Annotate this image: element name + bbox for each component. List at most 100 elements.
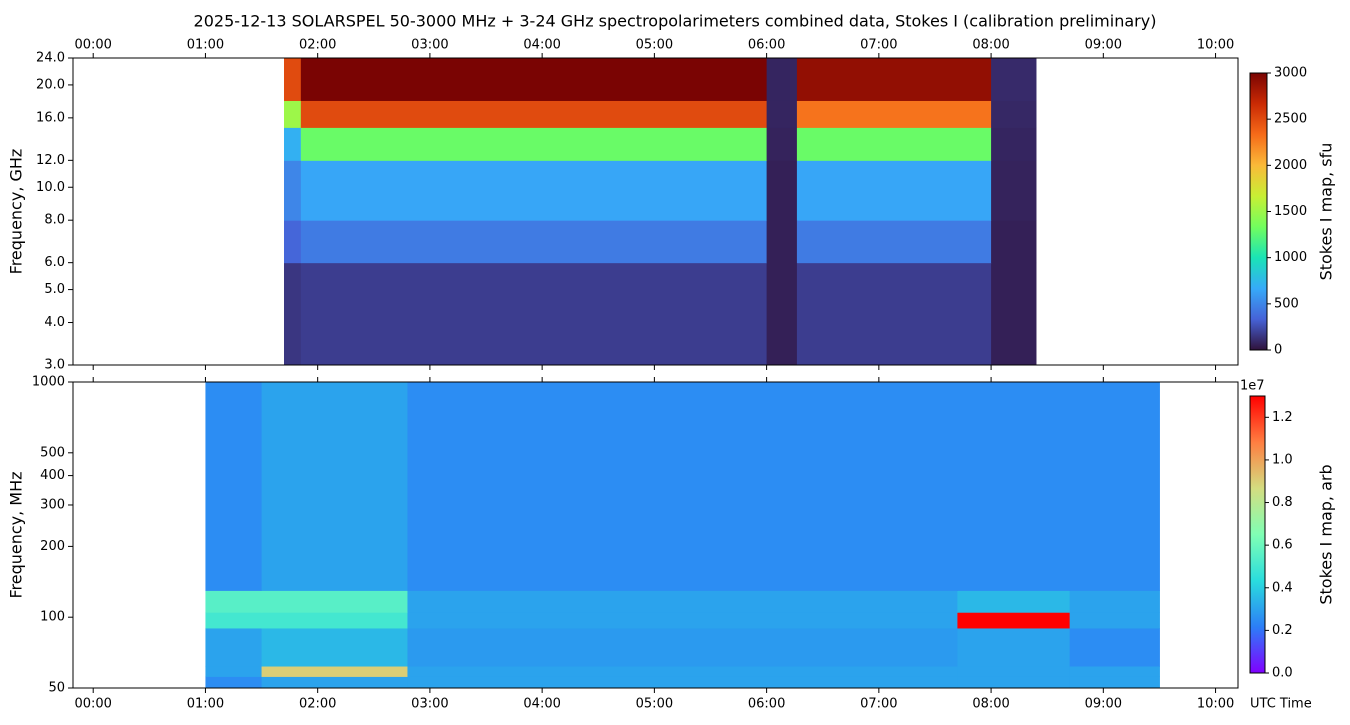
- heatmap-cell: [261, 382, 408, 591]
- colorbar-tick-label: 2000: [1274, 158, 1307, 173]
- heatmap-cell: [205, 382, 263, 591]
- heatmap-cell: [300, 100, 768, 128]
- colorbar-tick-label: 0.6: [1272, 538, 1293, 553]
- heatmap-cell: [991, 58, 1037, 101]
- heatmap-cell: [1069, 590, 1160, 613]
- y-tick-label: 5.0: [44, 282, 65, 297]
- x-tick-label: 05:00: [636, 38, 673, 53]
- y-tick-label: 6.0: [44, 255, 65, 270]
- heatmap-cell: [991, 160, 1037, 221]
- colorbar: [1249, 72, 1268, 351]
- heatmap-cell: [261, 627, 408, 667]
- heatmap-cell: [796, 160, 992, 221]
- colorbar-tick-label: 1000: [1274, 250, 1307, 265]
- heatmap-cell: [284, 262, 302, 366]
- colorbar-tick-label: 1.0: [1272, 452, 1293, 467]
- heatmap-cell: [796, 220, 992, 264]
- colorbar-tick-label: 2500: [1274, 112, 1307, 127]
- x-tick-label: 06:00: [748, 38, 785, 53]
- y-tick-label: 400: [40, 468, 65, 483]
- heatmap-cell: [261, 676, 408, 689]
- colorbar-tick-label: 1500: [1274, 204, 1307, 219]
- y-tick-label: 10.0: [36, 180, 65, 195]
- x-tick-label: 01:00: [187, 38, 224, 53]
- heatmap-cell: [300, 220, 768, 264]
- heatmap-cell: [205, 612, 263, 629]
- heatmap-cell: [766, 100, 798, 128]
- x-tick-label: 00:00: [74, 38, 111, 53]
- heatmap-cell: [957, 590, 1071, 613]
- heatmap-cell: [796, 100, 992, 128]
- x-tick-label: 10:00: [1197, 697, 1234, 712]
- colorbar: [1249, 395, 1266, 674]
- heatmap-cell: [1069, 666, 1160, 677]
- heatmap-cell: [957, 666, 1071, 677]
- x-tick-label: 08:00: [972, 38, 1009, 53]
- y-tick-label: 200: [40, 539, 65, 554]
- x-tick-label: 09:00: [1085, 38, 1122, 53]
- heatmap-cell: [957, 612, 1071, 629]
- x-tick-label: 08:00: [972, 697, 1009, 712]
- colorbar-tick-label: 0.8: [1272, 495, 1293, 510]
- y-tick-label: 20.0: [36, 77, 65, 92]
- y-tick-label: 12.0: [36, 153, 65, 168]
- y-tick-label: 8.0: [44, 213, 65, 228]
- heatmap-cell: [284, 58, 302, 101]
- heatmap-cell: [261, 666, 408, 677]
- heatmap-cell: [766, 58, 798, 101]
- x-tick-label: 07:00: [860, 697, 897, 712]
- x-tick-label: 02:00: [299, 38, 336, 53]
- heatmap-cell: [284, 220, 302, 264]
- heatmap-cell: [261, 612, 408, 629]
- heatmap-cell: [766, 220, 798, 264]
- colorbar-tick-label: 0.0: [1272, 666, 1293, 681]
- heatmap-cell: [766, 160, 798, 221]
- heatmap-cell: [407, 382, 958, 591]
- colorbar-offset: 1e7: [1240, 379, 1265, 394]
- x-tick-label: 09:00: [1085, 697, 1122, 712]
- y-tick-label: 24.0: [36, 51, 65, 66]
- x-tick-label: 01:00: [187, 697, 224, 712]
- colorbar-tick-label: 0.4: [1272, 580, 1293, 595]
- heatmap-cell: [205, 666, 263, 677]
- chart-title: 2025-12-13 SOLARSPEL 50-3000 MHz + 3-24 …: [194, 12, 1157, 31]
- y-axis-label: Frequency, GHz: [7, 149, 26, 275]
- colorbar-label: Stokes I map, sfu: [1317, 143, 1336, 281]
- heatmap-cell: [300, 127, 768, 161]
- heatmap-cell: [407, 666, 958, 677]
- colorbar-label: Stokes I map, arb: [1317, 464, 1336, 604]
- heatmap-cell: [957, 627, 1071, 667]
- colorbar-tick-label: 3000: [1274, 66, 1307, 81]
- colorbar-tick-label: 0.2: [1272, 623, 1293, 638]
- heatmap-cell: [991, 262, 1037, 366]
- y-tick-label: 50: [48, 681, 65, 696]
- heatmap-cell: [796, 127, 992, 161]
- heatmap-cell: [205, 676, 263, 689]
- heatmap-cell: [796, 58, 992, 101]
- heatmap-cell: [1069, 612, 1160, 629]
- colorbar-tick-label: 500: [1274, 296, 1299, 311]
- heatmap-cell: [1069, 676, 1160, 689]
- colorbar-tick-label: 1.2: [1272, 410, 1293, 425]
- y-tick-label: 4.0: [44, 315, 65, 330]
- heatmap-cell: [407, 676, 958, 689]
- heatmap-cell: [991, 220, 1037, 264]
- y-tick-label: 500: [40, 445, 65, 460]
- y-axis-label: Frequency, MHz: [7, 471, 26, 598]
- heatmap-cell: [766, 262, 798, 366]
- heatmap-cell: [991, 100, 1037, 128]
- y-tick-label: 100: [40, 610, 65, 625]
- heatmap-cell: [1069, 382, 1160, 591]
- x-tick-label: 03:00: [411, 697, 448, 712]
- x-tick-label: 07:00: [860, 38, 897, 53]
- heatmap-cell: [991, 127, 1037, 161]
- x-tick-label: 00:00: [74, 697, 111, 712]
- heatmap-cell: [300, 58, 768, 101]
- y-tick-label: 3.0: [44, 358, 65, 373]
- y-tick-label: 1000: [32, 375, 65, 390]
- x-tick-label: 03:00: [411, 38, 448, 53]
- heatmap-cell: [766, 127, 798, 161]
- heatmap-cell: [284, 160, 302, 221]
- x-tick-label: 04:00: [523, 38, 560, 53]
